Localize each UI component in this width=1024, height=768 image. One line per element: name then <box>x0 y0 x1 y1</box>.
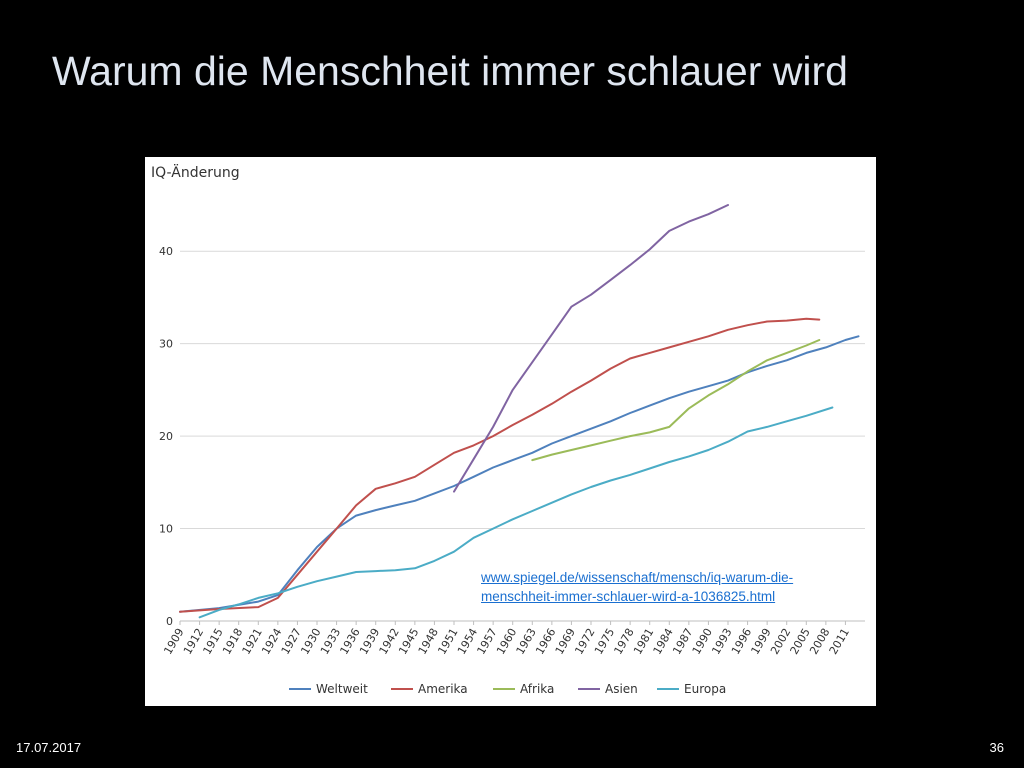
legend-label-europa: Europa <box>684 682 726 696</box>
legend-label-afrika: Afrika <box>520 682 554 696</box>
series-line-europa <box>198 406 834 619</box>
y-axis-label: IQ-Änderung <box>151 163 240 181</box>
chart-panel: IQ-Änderung 0 10 20 30 40 1909 1912 1915 1918 19… <box>145 157 876 706</box>
x-tick-labels: 1909191219151918192119241927193019331936… <box>161 621 852 657</box>
legend-label-asien: Asien <box>605 682 638 696</box>
series-line-asien <box>453 204 729 493</box>
series-lines <box>179 204 860 619</box>
series-line-weltweit <box>179 335 860 613</box>
y-tick-20: 20 <box>159 430 173 443</box>
slide-title: Warum die Menschheit immer schlauer wird <box>52 48 848 94</box>
y-tick-0: 0 <box>166 615 173 628</box>
series-line-afrika <box>531 339 821 462</box>
series-line-amerika <box>179 317 821 613</box>
y-tick-labels: 0 10 20 30 40 <box>159 245 173 628</box>
iq-line-chart: IQ-Änderung 0 10 20 30 40 190919121915191819… <box>151 163 865 696</box>
footer-date: 17.07.2017 <box>16 740 82 755</box>
source-link[interactable]: www.spiegel.de/wissenschaft/mensch/iq-wa… <box>481 570 794 604</box>
y-tick-30: 30 <box>159 338 173 351</box>
y-tick-40: 40 <box>159 245 173 258</box>
y-tick-10: 10 <box>159 523 173 536</box>
x-tick-2011: 2011 <box>827 626 852 657</box>
legend-label-weltweit: Weltweit <box>316 682 368 696</box>
page-number: 36 <box>989 740 1004 755</box>
grid-lines <box>180 250 865 622</box>
legend-label-amerika: Amerika <box>418 682 468 696</box>
legend: Weltweit Amerika Afrika Asien Europa <box>289 682 726 696</box>
